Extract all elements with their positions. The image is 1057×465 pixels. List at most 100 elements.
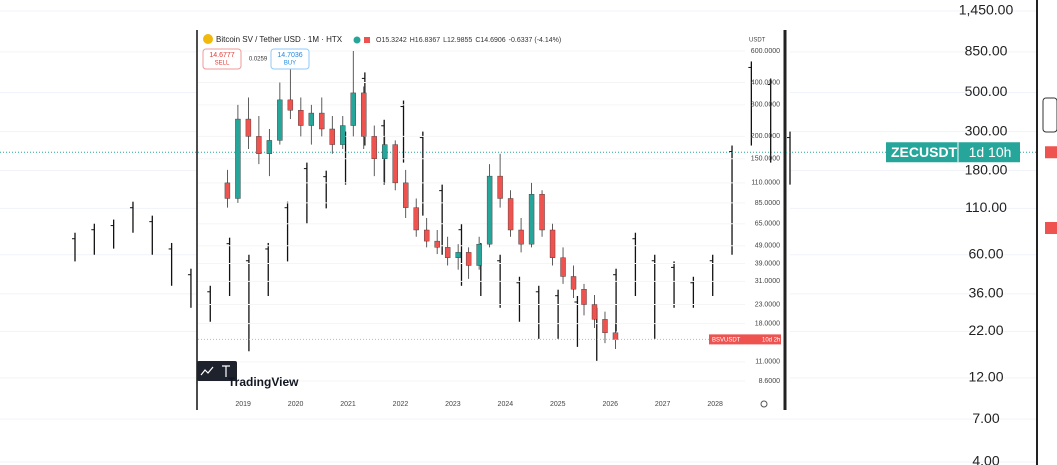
candle-body xyxy=(382,144,388,159)
ohlc-value: C14.6906 xyxy=(475,37,505,44)
flag xyxy=(364,37,370,43)
ohlc-value: O15.3242 xyxy=(376,37,407,44)
candle-body xyxy=(340,125,346,145)
price-tag xyxy=(886,142,1020,163)
inner-image xyxy=(197,30,790,410)
candle-body xyxy=(539,194,545,231)
buy-button[interactable] xyxy=(270,48,310,70)
inner-x-tick-label: 2019 xyxy=(235,401,251,408)
inner-y-tick-label: 31.0000 xyxy=(755,278,780,285)
candle-body xyxy=(308,112,315,126)
y-tick-label: 850.00 xyxy=(965,43,1008,59)
y-tick-label: 60.00 xyxy=(968,245,1003,261)
candle-body xyxy=(465,252,472,266)
inner-chart: 600.0000 400.0000 300.0000 200.0000 150.0000… xyxy=(198,48,781,408)
candle-body xyxy=(298,110,304,126)
ohlc-value: -0.6337 (-4.14%) xyxy=(509,37,562,44)
candle-body xyxy=(350,92,356,126)
inner-price-tag xyxy=(709,334,781,345)
candle-body xyxy=(434,240,440,248)
buy-label: BUY xyxy=(284,61,296,67)
inner-title: Bitcoin SV / Tether USD · 1M · HTX xyxy=(216,35,343,44)
y-tick-label: 300.00 xyxy=(965,122,1008,138)
alert-marker xyxy=(1045,222,1057,234)
candle-body xyxy=(602,319,608,333)
inner-y-tick-label: 65.0000 xyxy=(755,221,780,228)
side-button[interactable] xyxy=(1042,97,1057,133)
inner-x-tick-label: 2024 xyxy=(498,401,514,408)
candle-body xyxy=(455,252,461,258)
settings-icon[interactable] xyxy=(760,400,768,408)
inner-x-tick-label: 2026 xyxy=(602,401,618,408)
candle-body xyxy=(507,198,514,231)
candle-body xyxy=(581,289,587,305)
candle-body xyxy=(497,175,503,199)
candle-body xyxy=(245,118,252,137)
spread: 0.0259 xyxy=(249,57,268,63)
candle-body xyxy=(413,207,419,231)
candle-body xyxy=(371,136,377,159)
candle-body xyxy=(518,229,524,245)
inner-y-tick-label: 600.0000 xyxy=(751,48,780,55)
inner-y-tick-label: 39.0000 xyxy=(755,260,780,267)
candle-body xyxy=(560,257,566,277)
y-tick-label: 22.00 xyxy=(968,322,1003,338)
inner-x-tick-label: 2025 xyxy=(550,401,566,408)
y-tick-label: 500.00 xyxy=(965,83,1008,99)
status-dot xyxy=(353,36,361,44)
candle-body xyxy=(486,175,493,245)
inner-y-tick-label: 400.0000 xyxy=(751,79,780,86)
candle-body xyxy=(277,99,283,141)
y-tick-label: 180.00 xyxy=(965,161,1008,177)
inner-y-tick-label: 110.0000 xyxy=(751,180,780,187)
inner-y-tick-label: 49.0000 xyxy=(755,243,780,250)
text-icon xyxy=(222,365,230,377)
y-tick-label: 36.00 xyxy=(968,285,1003,301)
candle-body xyxy=(392,144,398,184)
candle-body xyxy=(266,140,273,154)
inner-x-tick-label: 2022 xyxy=(393,401,409,408)
ohlc-value: H16.8367 xyxy=(410,37,440,44)
inner-x-tick-label: 2028 xyxy=(707,401,723,408)
candle-body xyxy=(476,243,482,266)
y-tick-label: 4.00 xyxy=(972,453,999,465)
sell-button[interactable] xyxy=(202,48,242,70)
candle-body xyxy=(423,229,430,242)
y-tick-label: 1,450.00 xyxy=(959,2,1014,18)
inner-symbol: BSVUSDT xyxy=(712,337,741,343)
alert-marker xyxy=(1045,146,1057,159)
candle-body xyxy=(287,99,294,111)
candle-body xyxy=(319,112,325,130)
inner-y-tick-label: 11.0000 xyxy=(755,359,780,366)
candle-body xyxy=(329,128,335,145)
inner-x-tick-label: 2023 xyxy=(445,401,461,408)
inner-y-tick-label: 85.0000 xyxy=(755,200,780,207)
inner-x-tick-label: 2021 xyxy=(340,401,356,408)
indicator-icon xyxy=(200,366,214,376)
inner-x-tick-label: 2027 xyxy=(655,401,671,408)
inner-y-tick-label: 18.0000 xyxy=(755,320,780,327)
inner-x-tick-label: 2020 xyxy=(288,401,304,408)
candle-body xyxy=(256,136,262,154)
candle-body xyxy=(224,182,231,199)
sell-price: 14.6777 xyxy=(209,52,234,59)
inner-y-tick-label: 150.0000 xyxy=(751,156,780,163)
candle-body xyxy=(570,276,577,290)
inner-y-tick-label: 200.0000 xyxy=(751,133,780,140)
brand: TradingView xyxy=(228,375,299,389)
candle-body xyxy=(361,92,367,137)
ohlc-readout: O15.3242 H16.8367 L12.9855 C14.6906 -0.6337 … xyxy=(376,37,561,44)
y-tick-label: 12.00 xyxy=(968,369,1003,385)
currency: USDT xyxy=(749,38,766,44)
inner-y-tick-label: 300.0000 xyxy=(751,102,780,109)
candle-body xyxy=(444,247,451,258)
inner-countdown: 10d 2h xyxy=(762,337,780,343)
candle-body xyxy=(235,118,241,199)
candle-body xyxy=(549,229,556,258)
candle-body xyxy=(528,194,535,245)
y-tick-label: 7.00 xyxy=(972,410,999,426)
inner-y-tick-label: 23.0000 xyxy=(755,301,780,308)
